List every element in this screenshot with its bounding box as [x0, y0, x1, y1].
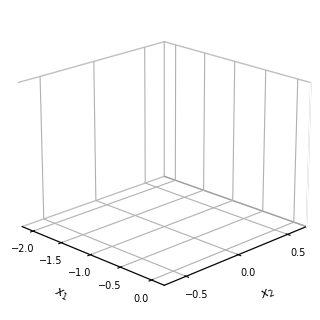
Y-axis label: $x_2$: $x_2$ — [259, 285, 277, 303]
X-axis label: $x_1$: $x_1$ — [52, 285, 70, 303]
